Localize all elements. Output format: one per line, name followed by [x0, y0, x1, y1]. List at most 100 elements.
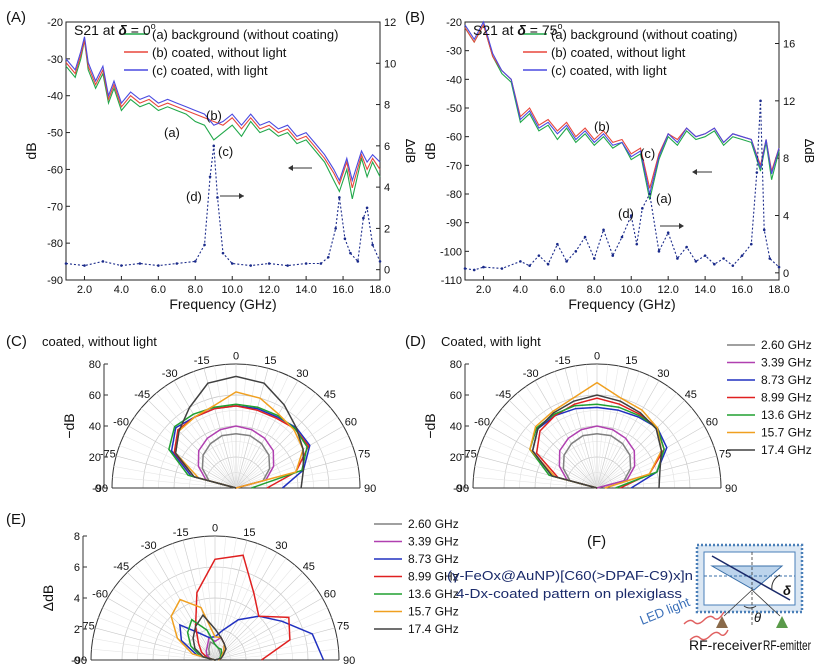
- polar-grid-spoke: [474, 466, 598, 489]
- panel-d: 0 20 40 60 80 −dB -90 -75 -60 -45 -30 -15 0 15 30 45 60 7…: [405, 333, 737, 495]
- series-point: [203, 243, 206, 247]
- series-point: [101, 260, 105, 263]
- curve-label-c: (c): [218, 144, 233, 159]
- polar-grid-spoke: [156, 392, 237, 489]
- y-tick-label: -40: [446, 74, 462, 86]
- tilt-line: [711, 555, 791, 601]
- legend-entry: 2.60 GHz: [761, 338, 812, 352]
- legend-entry: (b) coated, without light: [152, 45, 287, 60]
- polar-grid-spoke: [214, 540, 248, 661]
- led-wave-icon: [683, 611, 725, 625]
- angle-tick-label: -30: [141, 540, 157, 552]
- radial-tick-label: 80: [450, 359, 462, 371]
- legend-entry: 13.6 GHz: [408, 587, 459, 601]
- legend-entry: 15.7 GHz: [408, 605, 459, 619]
- y-tick-label: -40: [47, 91, 63, 103]
- y-tick-label: -90: [47, 275, 63, 287]
- x-tick-label: 4.0: [513, 284, 528, 296]
- series-point: [365, 206, 369, 210]
- angle-tick-label: 30: [657, 368, 669, 380]
- plot-frame: [464, 21, 780, 281]
- polar-series-line: [186, 618, 223, 661]
- x-tick-label: 2.0: [476, 284, 491, 296]
- series-point: [685, 245, 688, 249]
- panel-letter: (C): [6, 333, 27, 350]
- polar-grid-spoke: [235, 466, 359, 489]
- panel-letter: (F): [587, 533, 606, 550]
- polar-grid-spoke: [182, 540, 216, 661]
- y2-tick-label: 10: [384, 58, 396, 70]
- angle-tick-label: 75: [719, 449, 731, 461]
- arrow-head: [692, 169, 697, 175]
- x-tick-label: 4.0: [114, 284, 129, 296]
- angle-tick-label: 0: [212, 522, 218, 534]
- series-point: [777, 265, 781, 269]
- legend-entry: 13.6 GHz: [761, 408, 812, 422]
- angle-tick-label: -45: [495, 389, 511, 401]
- y-tick-label: -30: [47, 54, 63, 66]
- radial-tick-label: 6: [74, 562, 80, 574]
- series-point: [762, 228, 766, 232]
- polar-grid-spoke: [214, 607, 328, 661]
- y2-tick-label: 12: [783, 96, 795, 108]
- radial-tick-label: 8: [74, 531, 80, 543]
- curve-label-a: (a): [164, 125, 180, 140]
- angle-tick-label: 90: [364, 483, 376, 495]
- polar-grid-spoke: [113, 588, 216, 661]
- series-line: [464, 100, 780, 271]
- panel-e: 0 2 4 6 8 ΔdB -90 -75 -60 -45 -30 -15 0 15 30 45 60 75 90 (…: [6, 511, 355, 665]
- series-point: [583, 235, 587, 239]
- y-axis-label: dB: [422, 142, 438, 159]
- angle-tick-label: 45: [324, 389, 336, 401]
- theta-symbol: θ: [754, 610, 761, 625]
- polar-grid-spoke: [596, 445, 714, 489]
- y-tick-label: -70: [446, 160, 462, 172]
- polar-grid-spoke: [495, 416, 598, 489]
- series-point: [629, 214, 633, 217]
- angle-tick-label: -75: [461, 449, 477, 461]
- series-point: [703, 254, 707, 257]
- series-line: [65, 36, 381, 183]
- x-tick-label: 12.0: [657, 284, 678, 296]
- polar-grid-spoke: [596, 400, 685, 489]
- curve-label-c: (c): [640, 146, 655, 161]
- polar-grid-spoke: [183, 375, 237, 489]
- polar-grid-spoke: [152, 552, 216, 661]
- polar-grid-spoke: [596, 416, 699, 489]
- series-point: [83, 264, 86, 267]
- arrow-head: [679, 223, 684, 229]
- polar-grid-spoke: [596, 425, 705, 489]
- series-point: [546, 262, 550, 266]
- x-tick-label: 8.0: [188, 284, 203, 296]
- polar-grid-spoke: [214, 558, 287, 661]
- series-line: [464, 23, 780, 200]
- polar-grid-spoke: [92, 638, 216, 661]
- panel-title: S21 at δ = 75o: [473, 21, 562, 38]
- polar-grid-spoke: [554, 371, 598, 489]
- series-point: [648, 192, 652, 196]
- polar-series-line: [562, 433, 632, 489]
- x-tick-label: 10.0: [222, 284, 243, 296]
- legend-entry: (c) coated, with light: [551, 63, 667, 78]
- angle-tick-label: 60: [706, 417, 718, 429]
- legend-entry: 8.99 GHz: [761, 391, 812, 405]
- polar-grid-spoke: [585, 364, 598, 489]
- series-point: [620, 235, 624, 239]
- polar-grid-spoke: [214, 648, 339, 661]
- polar-grid-spoke: [193, 371, 237, 489]
- polar-grid-spoke: [509, 400, 598, 489]
- polar-grid-spoke: [224, 364, 237, 489]
- series-point: [731, 264, 735, 267]
- theta-arc: [743, 605, 757, 609]
- legend-entry: 8.73 GHz: [761, 373, 812, 387]
- series-point: [249, 264, 253, 267]
- polar-grid-spoke: [596, 386, 669, 489]
- radial-axis-label: −dB: [422, 413, 438, 438]
- series-point: [556, 242, 559, 246]
- polar-grid-spoke: [162, 547, 216, 661]
- legend-entry: (c) coated, with light: [152, 63, 268, 78]
- series-point: [334, 227, 337, 230]
- arrow-head: [288, 165, 293, 171]
- y-tick-label: -70: [47, 201, 63, 213]
